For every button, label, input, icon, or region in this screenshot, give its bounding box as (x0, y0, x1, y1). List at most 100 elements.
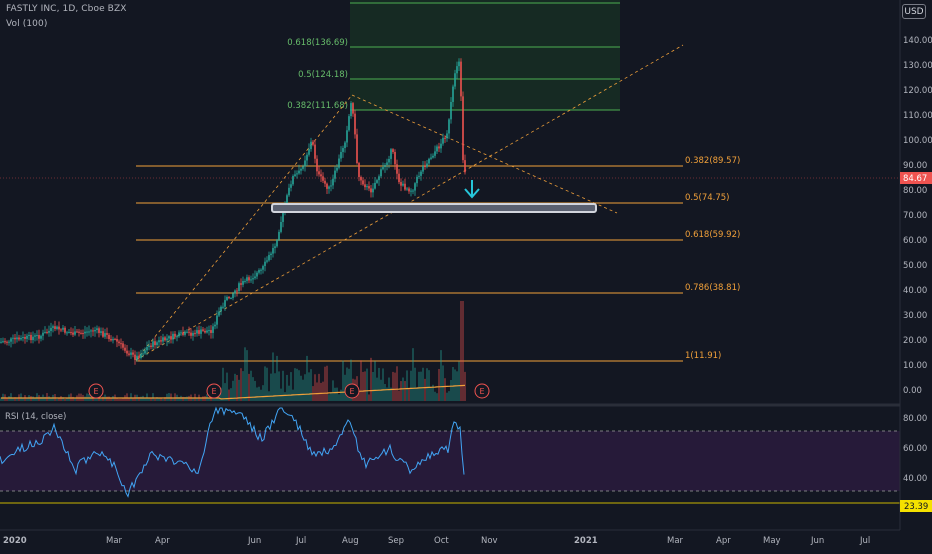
candle (136, 351, 138, 362)
candle (280, 216, 282, 234)
fib-lower-label-0618: 0.618(59.92) (685, 230, 740, 240)
price-tick: 10.00 (903, 361, 927, 371)
volume-bar (226, 372, 228, 401)
candle (302, 164, 304, 171)
time-tick: Oct (434, 536, 449, 546)
volume-bar (178, 397, 180, 401)
volume-bar (452, 367, 454, 401)
volume-bar (202, 396, 204, 401)
volume-bar (210, 397, 212, 401)
candle (362, 177, 364, 186)
volume-bar (446, 392, 448, 401)
candle (348, 114, 350, 132)
candle (368, 181, 370, 192)
volume-bar (400, 381, 402, 401)
trendline-descending[interactable] (351, 94, 618, 214)
earnings-marker[interactable]: E (474, 383, 490, 399)
candle (48, 325, 50, 337)
volume-bar (448, 391, 450, 401)
volume-bar (264, 366, 266, 401)
volume-bar (186, 396, 188, 401)
down-arrow-icon[interactable] (464, 180, 480, 199)
volume-bar (442, 365, 444, 401)
candle (298, 164, 300, 175)
volume-bar (374, 361, 376, 401)
candle (384, 162, 386, 173)
candle (50, 322, 52, 337)
candle (422, 161, 424, 174)
candle (162, 333, 164, 345)
candle (460, 58, 462, 101)
fib-retracement-upper[interactable]: 0.618(136.69) 0.5(124.18) 0.382(111.68) (287, 0, 620, 111)
volume-bar (376, 377, 378, 401)
volume-bar (154, 398, 156, 401)
time-tick: Mar (106, 536, 123, 546)
volume-bar (158, 397, 160, 401)
support-zone-rectangle[interactable] (271, 203, 597, 213)
time-tick: Jul (295, 536, 306, 546)
volume-bar (184, 397, 186, 401)
candle (316, 155, 318, 177)
price-tick: 60.00 (903, 236, 927, 246)
price-tick: 130.00 (903, 61, 932, 71)
candle (210, 325, 212, 339)
volume-bar (406, 370, 408, 401)
trendlines[interactable] (135, 44, 684, 361)
candle (152, 338, 154, 350)
candle (356, 128, 358, 165)
symbol-title[interactable]: FASTLY INC, 1D, Cboe BZX (6, 4, 127, 14)
volume-bar (360, 360, 362, 401)
time-axis[interactable]: 2020 Mar Apr Jun Jul Aug Sep Oct Nov 202… (0, 529, 900, 546)
volume-bar (168, 393, 170, 401)
volume-bar (364, 371, 366, 401)
volume-bar (366, 368, 368, 401)
earnings-markers[interactable]: E E E E (88, 383, 490, 399)
candle (350, 101, 352, 119)
volume-bar (420, 371, 422, 401)
candle (232, 291, 234, 301)
rsi-pane[interactable]: RSI (14, close) (0, 406, 900, 504)
candle (204, 328, 206, 334)
candle (186, 329, 188, 334)
candle (234, 289, 236, 298)
volume-indicator-label[interactable]: Vol (100) (6, 19, 48, 29)
price-tick: 30.00 (903, 311, 927, 321)
earnings-marker[interactable]: E (206, 383, 222, 399)
candle (358, 161, 360, 182)
candle (304, 155, 306, 172)
earnings-marker[interactable]: E (344, 383, 360, 399)
volume-bar (450, 380, 452, 401)
volume-bar (338, 394, 340, 401)
volume-bar (346, 367, 348, 401)
volume-bar (128, 397, 130, 401)
trendline-rally[interactable] (135, 94, 353, 361)
volume-bar (418, 371, 420, 401)
candle (314, 139, 316, 164)
volume-bar (236, 375, 238, 401)
volume-bar (26, 398, 28, 401)
candle (4, 338, 6, 345)
candle (276, 238, 278, 248)
candle (256, 270, 258, 280)
volume-bar (74, 398, 76, 401)
price-candles[interactable] (0, 58, 466, 365)
candle (222, 302, 224, 310)
candle (442, 133, 444, 146)
candle (32, 331, 34, 344)
candle (334, 165, 336, 183)
price-axis[interactable]: 140.00 130.00 120.00 110.00 100.00 90.00… (899, 0, 932, 530)
candle (258, 268, 260, 275)
fib-retracement-lower[interactable]: 0.382(89.57) 0.5(74.75) 0.618(59.92) 0.7… (136, 156, 740, 362)
currency-badge[interactable]: USD (902, 4, 926, 19)
candle (404, 178, 406, 191)
candle (168, 335, 170, 344)
candle (224, 295, 226, 311)
candle (134, 350, 136, 365)
candle (310, 137, 312, 152)
candle (400, 178, 402, 192)
volume-bar (358, 390, 360, 401)
earnings-marker[interactable]: E (88, 383, 104, 399)
rsi-tick: 40.00 (903, 474, 927, 484)
